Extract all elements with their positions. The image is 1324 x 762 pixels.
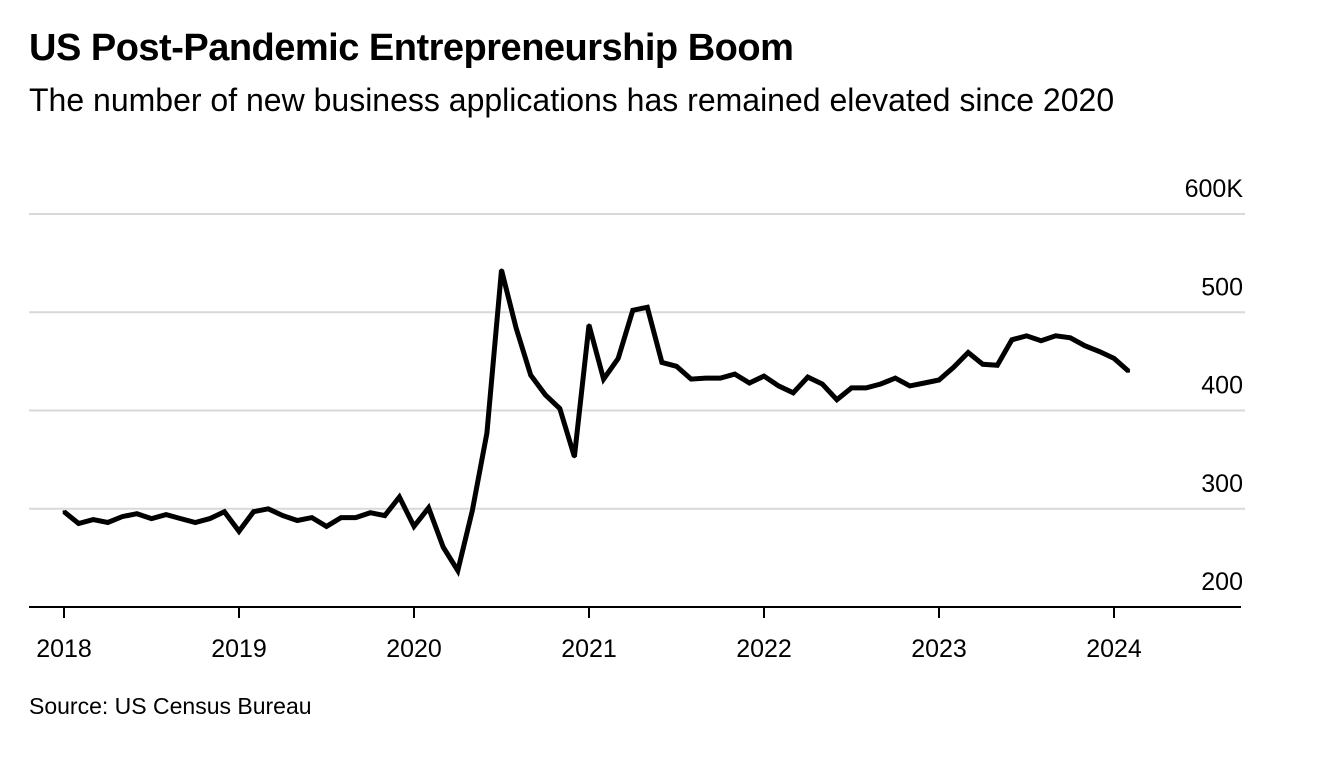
data-point: [529, 373, 533, 377]
x-tick-label: 2024: [1086, 635, 1142, 663]
data-point: [106, 521, 110, 524]
data-point: [77, 522, 81, 525]
data-point: [893, 376, 897, 380]
data-point: [470, 509, 474, 513]
data-point: [922, 381, 926, 385]
data-point: [645, 305, 649, 309]
data-point: [689, 377, 693, 381]
data-point: [1025, 334, 1028, 338]
y-tick-label: 500: [1201, 273, 1243, 301]
data-point: [631, 308, 635, 312]
data-point: [835, 398, 839, 402]
data-point: [266, 507, 270, 511]
data-point: [791, 391, 795, 395]
data-point: [412, 524, 416, 528]
data-point: [733, 372, 737, 376]
data-point: [543, 393, 547, 397]
x-tick-label: 2020: [386, 635, 442, 663]
data-point: [1054, 334, 1058, 338]
x-tick-label: 2023: [911, 635, 967, 663]
y-tick-label: 600K: [1185, 175, 1244, 203]
x-tick-label: 2022: [736, 635, 792, 663]
data-point: [252, 510, 256, 514]
data-point: [237, 529, 241, 533]
data-point: [937, 378, 941, 382]
data-point: [62, 510, 66, 514]
data-point: [1083, 344, 1087, 348]
y-tick-label: 400: [1201, 372, 1243, 400]
series-line: [62, 269, 1131, 577]
x-tick-label: 2019: [211, 635, 267, 663]
data-point: [120, 515, 124, 519]
data-point: [1039, 339, 1043, 343]
x-axis: 2018 2019 2020 2021 2022 2023 2024: [29, 606, 1241, 663]
data-point: [368, 511, 372, 515]
data-point: [179, 517, 183, 521]
data-point: [91, 518, 95, 522]
y-tick-label: 200: [1201, 568, 1243, 596]
series-line-group: [62, 268, 1131, 577]
data-point: [908, 384, 912, 388]
data-point: [747, 381, 751, 385]
data-point: [222, 510, 226, 514]
data-point: [820, 382, 824, 386]
data-point: [383, 514, 387, 518]
data-point: [281, 514, 285, 518]
data-point: [879, 382, 883, 386]
data-point: [354, 516, 358, 520]
data-point: [1097, 350, 1101, 353]
data-point: [514, 326, 518, 330]
data-point: [587, 323, 591, 327]
data-point: [966, 351, 970, 354]
chart-subtitle: The number of new business applications …: [29, 82, 1115, 118]
data-point: [616, 356, 620, 360]
data-point: [718, 376, 722, 380]
data-point: [193, 521, 197, 524]
gridlines: [29, 213, 1245, 510]
data-point: [952, 365, 956, 369]
data-point: [500, 268, 503, 272]
data-point: [339, 516, 343, 520]
data-point: [762, 374, 766, 378]
source-note: Source: US Census Bureau: [29, 693, 312, 719]
data-point: [602, 377, 606, 381]
y-tick-label: 300: [1201, 470, 1243, 498]
data-point: [427, 506, 431, 510]
data-point: [310, 516, 314, 520]
data-point: [806, 375, 810, 379]
data-point: [485, 431, 489, 435]
data-point: [981, 362, 985, 366]
data-point: [660, 360, 664, 364]
data-point: [441, 545, 445, 549]
data-point: [1127, 369, 1131, 373]
data-point: [208, 517, 212, 521]
data-point: [456, 569, 460, 573]
data-point: [1112, 356, 1116, 360]
data-point: [572, 455, 576, 459]
data-point: [850, 386, 853, 390]
x-tick-label: 2018: [36, 635, 92, 663]
data-point: [675, 364, 678, 368]
chart-title: US Post-Pandemic Entrepreneurship Boom: [29, 27, 794, 69]
data-point: [558, 407, 562, 410]
data-point: [135, 512, 139, 516]
data-point: [777, 384, 781, 388]
line-chart: 200 300 400 500 600K 2018 2019 2020 2021 2022 202…: [29, 175, 1245, 663]
data-point: [1068, 336, 1072, 340]
data-point: [397, 495, 401, 499]
x-tick-label: 2021: [561, 635, 617, 663]
data-point: [164, 513, 168, 517]
data-point: [325, 524, 328, 528]
data-point: [864, 386, 868, 390]
y-axis-tick-labels: 200 300 400 500 600K: [1185, 175, 1244, 596]
data-point: [150, 517, 153, 521]
data-point: [704, 376, 708, 380]
data-point: [295, 519, 299, 522]
data-point: [995, 363, 999, 367]
data-point: [1010, 338, 1014, 342]
